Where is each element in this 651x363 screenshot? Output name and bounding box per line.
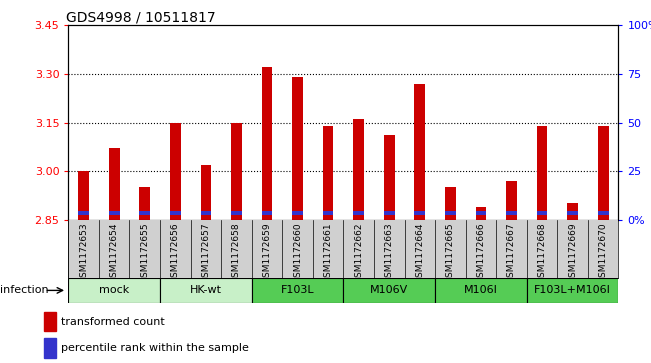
Text: GSM1172665: GSM1172665 [446, 223, 455, 283]
Text: F103L+M106I: F103L+M106I [534, 285, 611, 295]
Bar [109, 148, 120, 220]
Bar [476, 207, 486, 220]
Text: percentile rank within the sample: percentile rank within the sample [61, 343, 249, 353]
Bar [201, 211, 211, 215]
Bar [598, 126, 609, 220]
Bar [78, 171, 89, 220]
Text: GSM1172668: GSM1172668 [538, 223, 547, 283]
Bar [506, 181, 517, 220]
Bar [139, 187, 150, 220]
Bar [476, 211, 486, 215]
Text: GSM1172655: GSM1172655 [140, 223, 149, 283]
Bar [353, 211, 364, 215]
Bar [536, 126, 547, 220]
Bar [44, 338, 56, 358]
Text: GSM1172659: GSM1172659 [262, 223, 271, 283]
Text: GSM1172653: GSM1172653 [79, 223, 88, 283]
Bar [231, 211, 242, 215]
Text: transformed count: transformed count [61, 317, 165, 327]
Text: GSM1172661: GSM1172661 [324, 223, 333, 283]
Bar [262, 211, 272, 215]
Bar [78, 211, 89, 215]
Bar [170, 211, 181, 215]
Text: GSM1172663: GSM1172663 [385, 223, 394, 283]
Bar [445, 187, 456, 220]
Bar [445, 211, 456, 215]
Bar [598, 211, 609, 215]
Bar [139, 211, 150, 215]
Bar [384, 135, 395, 220]
Bar [536, 211, 547, 215]
Text: GSM1172667: GSM1172667 [507, 223, 516, 283]
Text: GSM1172656: GSM1172656 [171, 223, 180, 283]
Bar [292, 77, 303, 220]
Bar [353, 119, 364, 220]
Bar [567, 211, 578, 215]
Text: M106V: M106V [370, 285, 408, 295]
Text: GSM1172660: GSM1172660 [293, 223, 302, 283]
Bar [567, 203, 578, 220]
Bar [68, 278, 160, 303]
Text: GSM1172669: GSM1172669 [568, 223, 577, 283]
Bar [109, 211, 120, 215]
Bar [252, 278, 343, 303]
Bar [170, 123, 181, 220]
Text: GSM1172662: GSM1172662 [354, 223, 363, 283]
Text: GSM1172670: GSM1172670 [599, 223, 607, 283]
Bar [527, 278, 618, 303]
Text: GSM1172654: GSM1172654 [110, 223, 118, 283]
Bar [344, 278, 435, 303]
Bar [435, 278, 527, 303]
Bar [160, 278, 252, 303]
Text: M106I: M106I [464, 285, 498, 295]
Text: GSM1172664: GSM1172664 [415, 223, 424, 283]
Text: mock: mock [99, 285, 130, 295]
Text: GSM1172657: GSM1172657 [201, 223, 210, 283]
Bar [201, 164, 211, 220]
Bar [231, 123, 242, 220]
Bar [415, 84, 425, 220]
Bar [292, 211, 303, 215]
Bar [323, 126, 333, 220]
Bar [384, 211, 395, 215]
Text: GSM1172658: GSM1172658 [232, 223, 241, 283]
Text: F103L: F103L [281, 285, 314, 295]
Bar [506, 211, 517, 215]
Text: infection: infection [0, 285, 49, 295]
Bar [262, 68, 272, 220]
Text: HK-wt: HK-wt [190, 285, 222, 295]
Text: GSM1172666: GSM1172666 [477, 223, 486, 283]
Bar [415, 211, 425, 215]
Bar [323, 211, 333, 215]
Text: GDS4998 / 10511817: GDS4998 / 10511817 [66, 10, 215, 24]
Bar [44, 312, 56, 331]
